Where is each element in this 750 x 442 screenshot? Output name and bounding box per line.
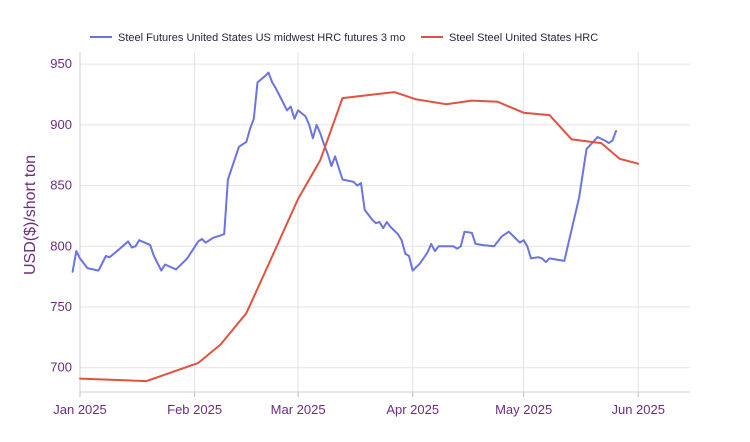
y-tick-label-750: 750 xyxy=(50,299,72,314)
x-tick-label-2: Mar 2025 xyxy=(271,402,326,417)
chart-legend: Steel Futures United States US midwest H… xyxy=(90,32,598,44)
y-tick-label-850: 850 xyxy=(50,178,72,193)
chart-axes xyxy=(79,52,690,393)
x-tick-label-0: Jan 2025 xyxy=(53,402,107,417)
series-line-futures xyxy=(71,71,618,273)
x-tick-label-3: Apr 2025 xyxy=(386,402,439,417)
grid-lines xyxy=(79,52,690,397)
y-axis-title: USD($)/short ton xyxy=(22,155,39,275)
chart-series xyxy=(71,71,640,383)
y-tick-label-800: 800 xyxy=(50,238,72,253)
x-tick-label-4: May 2025 xyxy=(495,402,552,417)
legend-label-futures: Steel Futures United States US midwest H… xyxy=(118,32,405,44)
y-tick-labels: 700 750 800 850 900 950 xyxy=(50,56,72,375)
series-line-hrc xyxy=(79,91,640,383)
legend-item-hrc[interactable]: Steel Steel United States HRC xyxy=(421,32,598,44)
x-tick-label-1: Feb 2025 xyxy=(167,402,222,417)
legend-item-futures[interactable]: Steel Futures United States US midwest H… xyxy=(90,32,405,44)
y-tick-label-900: 900 xyxy=(50,117,72,132)
x-tick-label-5: Jun 2025 xyxy=(611,402,665,417)
legend-label-hrc: Steel Steel United States HRC xyxy=(449,32,598,44)
y-tick-label-700: 700 xyxy=(50,360,72,375)
x-tick-labels: Jan 2025 Feb 2025 Mar 2025 Apr 2025 May 2025… xyxy=(53,402,665,417)
y-tick-label-950: 950 xyxy=(50,56,72,71)
